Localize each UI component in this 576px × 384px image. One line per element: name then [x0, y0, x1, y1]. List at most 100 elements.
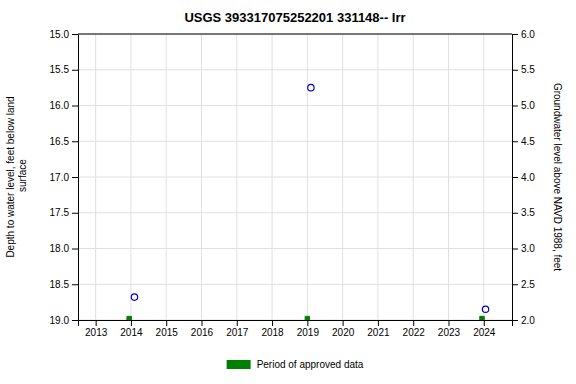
tick-label: 2018	[261, 327, 284, 338]
x-axis: 2013 2014 2015 2016 2017 2018 2019 2020 2021 2022…	[79, 320, 513, 338]
tick: 15.0	[50, 29, 78, 40]
square-marker	[305, 316, 309, 320]
tick-label: 18.0	[50, 243, 70, 254]
tick-mark	[72, 284, 78, 285]
tick-mark	[512, 249, 518, 250]
square-marker	[480, 316, 484, 320]
tick-label: 4.0	[521, 172, 535, 183]
tick-mark	[512, 284, 518, 285]
tick-label: 3.5	[521, 207, 535, 218]
marks	[127, 84, 489, 320]
tick: 2022	[403, 320, 426, 338]
tick-label: 2021	[367, 327, 390, 338]
grid-line	[78, 105, 512, 106]
tick: 2017	[226, 320, 249, 338]
tick-label: 2016	[191, 327, 214, 338]
axis-line	[513, 35, 519, 321]
tick-label: 15.0	[50, 29, 70, 40]
tick-mark	[484, 320, 485, 326]
tick-mark	[72, 70, 78, 71]
tick-mark	[413, 320, 414, 326]
tick-label: 2017	[226, 327, 249, 338]
tick: 4.0	[512, 172, 535, 183]
series	[131, 84, 488, 312]
legend: Period of approved data	[227, 359, 364, 370]
tick-label: 2015	[156, 327, 179, 338]
tick: 3.0	[512, 243, 535, 254]
tick-mark	[72, 213, 78, 214]
grid-line	[78, 248, 512, 249]
tick-label: 6.0	[521, 29, 535, 40]
tick-mark	[72, 34, 78, 35]
tick-mark	[512, 177, 518, 178]
tick-label: 3.0	[521, 243, 535, 254]
tick: 2021	[367, 320, 390, 338]
tick: 17.5	[50, 207, 78, 218]
tick-label: 16.5	[50, 136, 70, 147]
tick: 4.5	[512, 136, 535, 147]
tick-label: 5.5	[521, 64, 535, 75]
tick: 16.5	[50, 136, 78, 147]
tick-label: 2023	[438, 327, 461, 338]
tick-label: 2022	[403, 327, 426, 338]
tick-label: 16.0	[50, 100, 70, 111]
label-line: surface	[17, 159, 28, 195]
tick-mark	[378, 320, 379, 326]
y2-axis: 2.02.53.03.54.04.55.05.56.0	[512, 29, 535, 326]
grid-line	[78, 69, 512, 70]
tick: 17.0	[50, 172, 78, 183]
tick: 2018	[261, 320, 284, 338]
tick-mark	[131, 320, 132, 326]
tick-mark	[512, 320, 518, 321]
grid	[78, 34, 512, 320]
tick-mark	[512, 106, 518, 107]
grid-line	[78, 141, 512, 142]
tick: 18.5	[50, 279, 78, 290]
tick: 5.0	[512, 100, 535, 111]
legend-item: Period of approved data	[227, 359, 364, 370]
legend-swatch	[227, 360, 251, 369]
series	[127, 316, 484, 320]
tick: 2016	[191, 320, 214, 338]
tick: 2.5	[512, 279, 535, 290]
tick-mark	[343, 320, 344, 326]
axis-line	[79, 321, 513, 327]
plot-frame	[78, 34, 512, 35]
grid-line	[78, 177, 512, 178]
circle-marker	[308, 84, 314, 90]
tick: 2014	[120, 320, 143, 338]
tick-mark	[72, 177, 78, 178]
title: USGS 393317075252201 331148-- Irr	[184, 10, 405, 25]
tick-mark	[96, 320, 97, 326]
tick-label: 2020	[332, 327, 355, 338]
tick-label: 2014	[120, 327, 143, 338]
tick-label: 18.5	[50, 279, 70, 290]
tick: 2013	[85, 320, 108, 338]
tick-mark	[448, 320, 449, 326]
tick-label: 15.5	[50, 64, 70, 75]
tick-label: 2013	[85, 327, 108, 338]
tick-label: 2024	[473, 327, 496, 338]
tick-label: 2.5	[521, 279, 535, 290]
grid-line	[78, 284, 512, 285]
tick-mark	[72, 106, 78, 107]
y2-axis-label: Groundwater level above NAVD 1988, feet	[552, 83, 563, 271]
y-axis: 15.015.516.016.517.017.518.018.519.0	[50, 29, 79, 326]
tick-label: 4.5	[521, 136, 535, 147]
tick-mark	[512, 70, 518, 71]
tick-mark	[166, 320, 167, 326]
tick-mark	[72, 249, 78, 250]
tick: 15.5	[50, 64, 78, 75]
tick-mark	[512, 213, 518, 214]
grid-line	[78, 34, 512, 35]
tick: 2019	[297, 320, 320, 338]
tick: 2020	[332, 320, 355, 338]
legend-label: Period of approved data	[257, 359, 364, 370]
tick: 2023	[438, 320, 461, 338]
tick-label: 2019	[297, 327, 320, 338]
tick: 6.0	[512, 29, 535, 40]
tick-mark	[72, 320, 78, 321]
tick: 5.5	[512, 64, 535, 75]
tick-mark	[512, 34, 518, 35]
circle-marker	[131, 294, 137, 300]
